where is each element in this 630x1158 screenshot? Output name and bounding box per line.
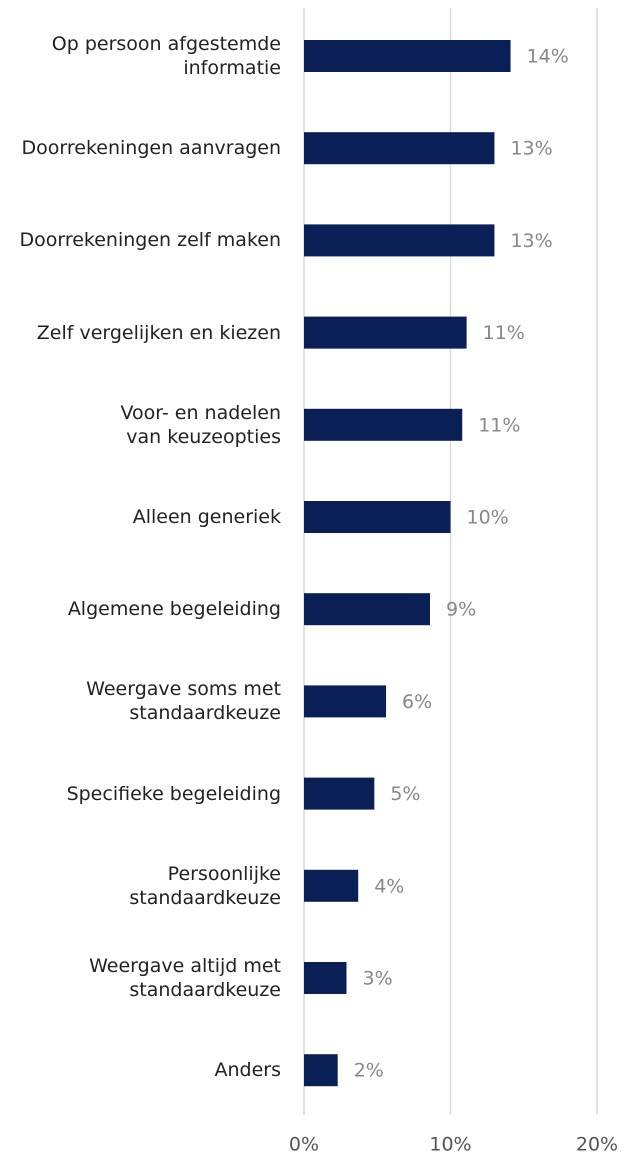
bar (304, 869, 359, 902)
category-label: Algemene begeleiding (67, 598, 281, 621)
x-tick-label: 20% (576, 1134, 618, 1156)
value-label: 13% (510, 138, 552, 160)
bar (304, 1054, 338, 1087)
category-label: Alleen generiek (132, 506, 281, 528)
value-label: 11% (483, 322, 525, 344)
value-label: 2% (354, 1060, 384, 1082)
category-label: Voor- en nadelen van keuzeopties (120, 401, 281, 448)
value-label: 11% (478, 414, 520, 436)
value-label: 4% (374, 875, 404, 897)
bar (304, 593, 430, 626)
value-label: 13% (510, 230, 552, 252)
bar (304, 132, 495, 165)
x-tick-label: 0% (289, 1134, 319, 1156)
category-label: Persoonlijke standaardkeuze (129, 862, 281, 909)
value-label: 10% (467, 507, 509, 529)
category-label: Weergave soms met standaardkeuze (86, 678, 281, 725)
x-tick-label: 10% (429, 1134, 471, 1156)
bar (304, 40, 511, 72)
category-label: Zelf vergelijken en kiezen (36, 321, 281, 344)
value-label: 14% (527, 46, 569, 68)
bar (304, 962, 347, 994)
value-label: 6% (402, 691, 432, 713)
bar (304, 501, 451, 533)
category-label: Op persoon afgestemde informatie (51, 33, 281, 79)
bar (304, 316, 467, 349)
category-label: Anders (214, 1059, 282, 1082)
bar (304, 224, 495, 257)
category-label: Doorrekeningen zelf maken (19, 229, 281, 252)
bar (304, 777, 375, 810)
value-label: 9% (446, 599, 476, 621)
value-label: 5% (390, 783, 420, 805)
category-label: Specifieke begeleiding (66, 782, 281, 805)
value-label: 3% (362, 968, 392, 990)
bar (304, 408, 463, 441)
category-label: Weergave altijd met standaardkeuze (89, 955, 281, 1001)
category-label: Doorrekeningen aanvragen (21, 137, 281, 160)
bar (304, 685, 387, 718)
